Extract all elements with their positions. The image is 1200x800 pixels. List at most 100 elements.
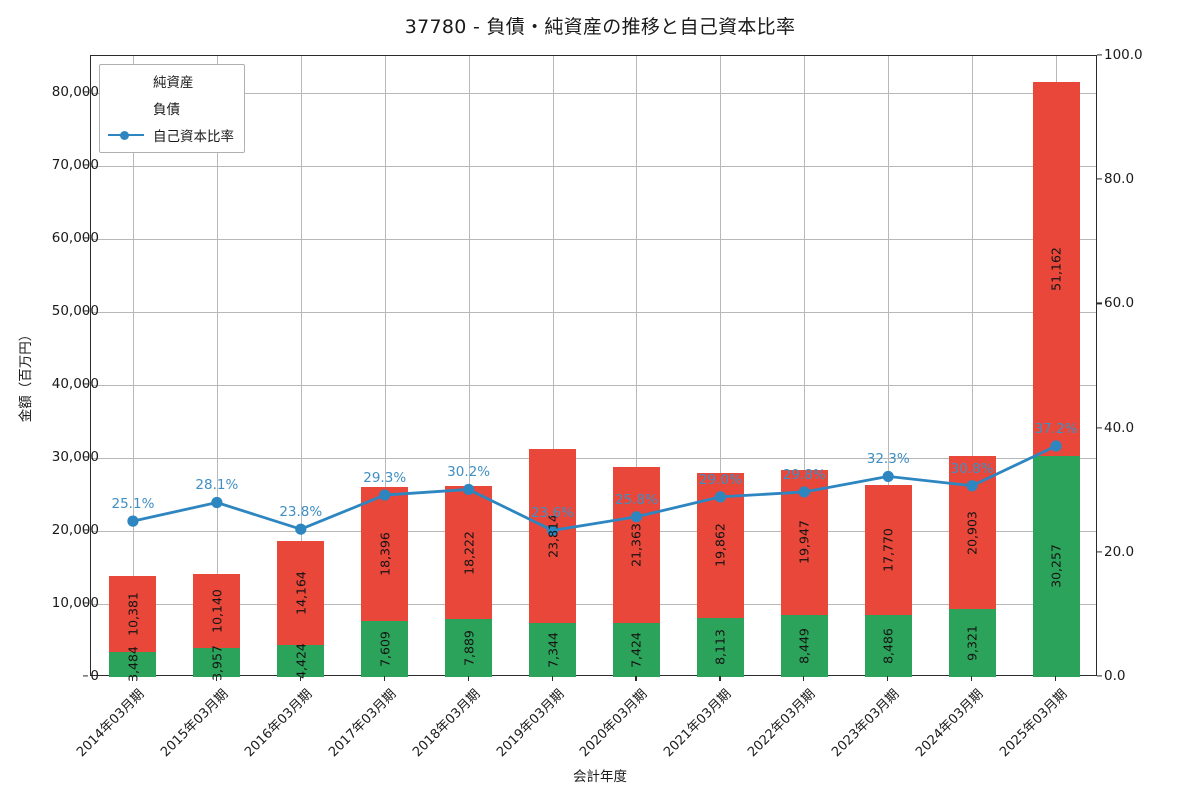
y-axis-tick-label-primary: 60,000 <box>51 229 99 246</box>
bar-segment-liability[interactable] <box>193 574 241 649</box>
gridline-horizontal <box>91 92 1096 94</box>
bar-segment-equity[interactable] <box>277 644 325 677</box>
gridline-vertical <box>216 56 218 675</box>
y-axis-tick-mark-primary <box>83 529 88 531</box>
bar-segment-liability[interactable] <box>361 487 409 622</box>
ratio-line-marker[interactable] <box>127 515 139 527</box>
bar-segment-liability[interactable] <box>445 486 493 620</box>
bar-segment-equity[interactable] <box>193 648 241 677</box>
ratio-line-marker[interactable] <box>463 483 475 496</box>
plot-area: 3,484 10,381 3,957 10,140 4,424 14,164 7,609 18… <box>90 55 1097 682</box>
ratio-line-marker[interactable] <box>379 489 391 501</box>
gridline-vertical <box>384 56 386 675</box>
y-axis-tick-mark-secondary <box>1097 302 1102 304</box>
y-axis-tick-label-primary: 10,000 <box>51 594 99 611</box>
bar-value-label-liability: 20,903 <box>964 510 980 555</box>
ratio-line-marker[interactable] <box>211 496 223 509</box>
bar-segment-liability[interactable] <box>109 575 157 652</box>
y-axis-tick-label-secondary: 20.0 <box>1104 543 1135 560</box>
gridline-vertical <box>720 56 722 675</box>
legend-label-equity: 純資産 <box>153 75 194 91</box>
bar-segment-liability[interactable] <box>1032 82 1080 456</box>
x-axis-tick-mark <box>299 676 301 681</box>
bar-segment-equity[interactable] <box>780 615 828 677</box>
legend-item-liability[interactable]: 負債 <box>108 98 234 118</box>
legend-label-ratio: 自己資本比率 <box>153 129 234 145</box>
x-axis-tick-label: 2017年03月期 <box>325 686 400 761</box>
ratio-value-label: 29.8% <box>782 466 826 483</box>
ratio-line-marker[interactable] <box>1050 440 1062 452</box>
y-axis-tick-mark-primary <box>83 310 88 312</box>
bar-segment-equity[interactable] <box>445 619 493 677</box>
ratio-line-marker[interactable] <box>882 470 894 483</box>
x-axis-tick-label: 2025年03月期 <box>997 686 1071 761</box>
y-axis-tick-label-secondary: 40.0 <box>1104 419 1135 436</box>
bar-value-label-liability: 10,140 <box>209 589 225 633</box>
bar-segment-equity[interactable] <box>529 623 577 677</box>
bar-value-label-equity: 7,424 <box>628 631 644 668</box>
ratio-value-label: 32.3% <box>866 451 910 468</box>
ratio-line-marker[interactable] <box>798 486 810 498</box>
x-axis-tick-mark <box>1055 676 1057 681</box>
ratio-line-marker[interactable] <box>966 480 978 492</box>
x-axis-tick-mark <box>719 676 721 681</box>
x-axis-tick-label: 2015年03月期 <box>158 686 232 761</box>
gridline-vertical <box>636 56 638 675</box>
gridline-vertical <box>888 56 890 675</box>
x-axis-tick-mark <box>215 676 218 681</box>
data-label-layer: 3,484 10,381 3,957 10,140 4,424 14,164 7,609 18… <box>91 56 1096 682</box>
bar-segment-liability[interactable] <box>612 466 660 623</box>
ratio-line-marker[interactable] <box>295 523 307 535</box>
ratio-line-layer <box>127 440 1062 537</box>
bar-segment-equity[interactable] <box>109 651 157 677</box>
bar-segment-equity[interactable] <box>948 608 996 677</box>
y-axis-tick-label-primary: 40,000 <box>51 375 99 392</box>
bar-segment-equity[interactable] <box>612 622 660 677</box>
gridline-horizontal <box>91 457 1096 459</box>
x-axis-tick-mark <box>803 676 805 681</box>
bar-value-label-liability: 19,862 <box>712 523 728 568</box>
y-axis-tick-label-primary: 80,000 <box>51 83 99 100</box>
ratio-value-label: 29.3% <box>363 470 407 487</box>
bar-segment-equity[interactable] <box>696 617 744 677</box>
x-axis-tick-label: 2020年03月期 <box>577 686 651 761</box>
x-axis-tick-label: 2018年03月期 <box>409 686 484 761</box>
y-axis-tick-mark-primary <box>83 90 88 93</box>
bar-value-label-equity: 7,344 <box>545 632 561 669</box>
x-axis-tick-mark <box>635 676 637 681</box>
ratio-value-label: 25.1% <box>111 496 155 513</box>
x-axis-tick-label: 2021年03月期 <box>661 686 735 761</box>
green-square-swatch-icon <box>108 75 144 88</box>
chart-legend: 純資産 負債 自己資本比率 <box>99 64 245 153</box>
y-axis-tick-label-secondary: 60.0 <box>1104 295 1135 312</box>
bar-segment-equity[interactable] <box>1032 455 1080 677</box>
gridline-vertical <box>972 56 974 675</box>
gridline-vertical <box>468 56 470 675</box>
ratio-line-marker[interactable] <box>546 524 559 537</box>
legend-item-ratio[interactable]: 自己資本比率 <box>108 125 234 145</box>
bar-segment-liability[interactable] <box>529 449 577 624</box>
ratio-value-label: 30.8% <box>950 460 994 477</box>
bar-value-label-liability: 19,947 <box>796 520 812 565</box>
bar-value-label-equity: 9,321 <box>964 625 980 661</box>
y-axis-tick-mark-secondary <box>1097 551 1102 553</box>
y-axis-tick-mark-secondary <box>1097 427 1102 429</box>
bar-value-label-equity: 30,257 <box>1048 544 1064 589</box>
x-axis-tick-mark <box>971 676 973 681</box>
bar-segment-equity[interactable] <box>864 615 912 677</box>
bar-segment-liability[interactable] <box>277 541 325 645</box>
x-axis-tick-label: 2024年03月期 <box>913 686 987 761</box>
y-axis-tick-label-primary: 20,000 <box>51 521 99 538</box>
legend-item-equity[interactable]: 純資産 <box>108 71 234 91</box>
gridline-horizontal <box>91 238 1096 240</box>
ratio-line-marker[interactable] <box>630 511 643 523</box>
bar-value-label-equity: 8,113 <box>712 629 728 666</box>
y-axis-tick-mark-primary <box>83 163 88 166</box>
gridline-vertical <box>552 56 554 675</box>
ratio-line-marker[interactable] <box>714 491 726 503</box>
bar-segment-equity[interactable] <box>361 621 409 677</box>
bar-value-label-liability: 18,222 <box>461 530 477 575</box>
bar-value-label-liability: 51,162 <box>1048 247 1064 291</box>
bar-segment-liability[interactable] <box>864 485 912 615</box>
ratio-value-label: 29.0% <box>698 471 742 488</box>
